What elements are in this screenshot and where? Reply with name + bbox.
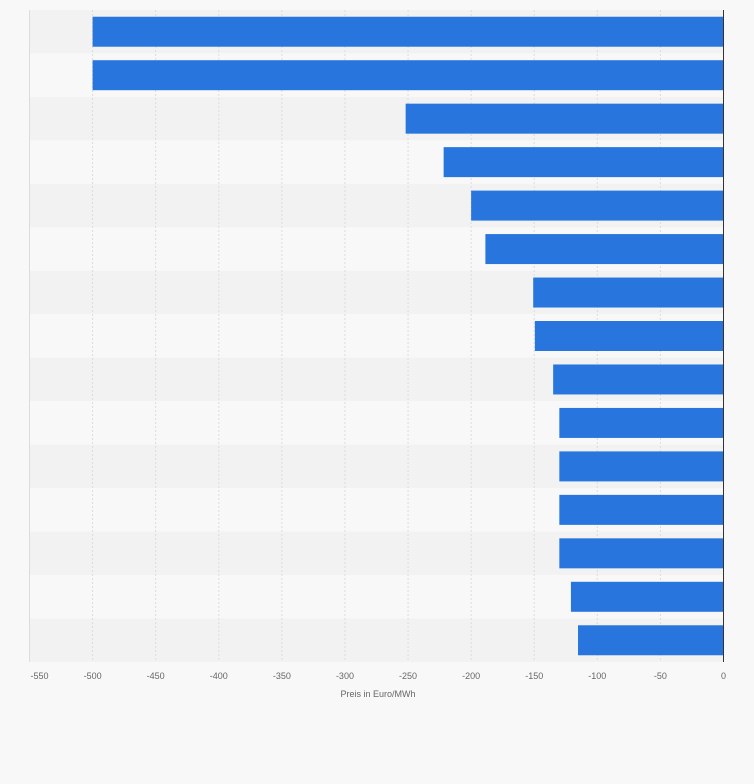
bar (559, 538, 724, 569)
bar (570, 581, 724, 612)
x-tick-label: -300 (336, 671, 354, 681)
bar (534, 321, 724, 351)
bar (471, 190, 724, 221)
x-tick-label: 0 (721, 671, 726, 681)
bar (559, 407, 724, 438)
x-tick-label: -550 (30, 671, 48, 681)
x-tick-label: -450 (147, 671, 165, 681)
bar (559, 494, 724, 525)
bar (578, 625, 724, 656)
bar (533, 277, 724, 308)
x-axis-label: Preis in Euro/MWh (340, 689, 415, 699)
bar (92, 16, 724, 47)
x-tick-label: -200 (462, 671, 480, 681)
x-tick-label: -100 (588, 671, 606, 681)
bar (92, 60, 724, 91)
bars (92, 16, 724, 656)
x-tick-labels: -550 -500 -450 -400 -350 -300 -250 -200 -150 -100… (30, 671, 726, 681)
bar (485, 234, 724, 265)
x-tick-label: -150 (525, 671, 543, 681)
bar (405, 103, 724, 134)
x-tick-label: -50 (654, 671, 667, 681)
bar (553, 364, 724, 395)
x-tick-label: -350 (273, 671, 291, 681)
bar (559, 451, 724, 482)
x-tick-label: -400 (210, 671, 228, 681)
bar (443, 147, 724, 178)
x-tick-label: -500 (84, 671, 102, 681)
x-tick-label: -250 (399, 671, 417, 681)
